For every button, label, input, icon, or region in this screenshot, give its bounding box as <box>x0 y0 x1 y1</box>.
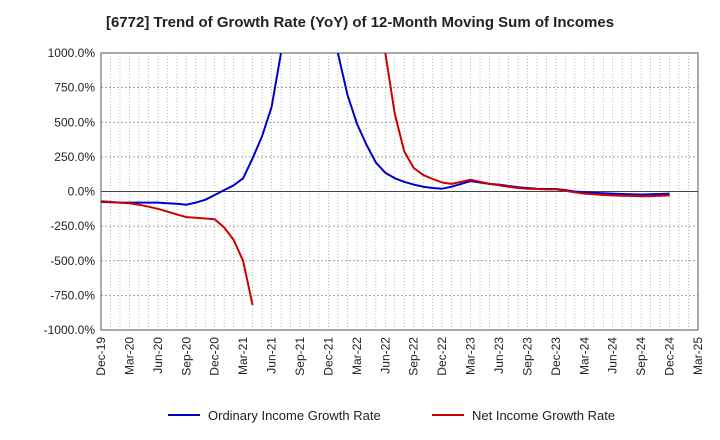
grid <box>100 52 699 331</box>
legend-label-0: Ordinary Income Growth Rate <box>208 408 381 423</box>
y-tick-label: 0.0% <box>68 185 96 199</box>
x-tick-label: Jun-24 <box>606 337 620 374</box>
x-tick-label: Jun-23 <box>492 337 506 374</box>
axes <box>100 52 699 331</box>
y-tick-label: 1000.0% <box>48 46 96 60</box>
series-line-1 <box>101 200 254 306</box>
x-tick-label: Sep-23 <box>520 337 534 376</box>
x-tick-label: Jun-22 <box>378 337 392 374</box>
legend-label-1: Net Income Growth Rate <box>472 408 615 423</box>
x-tick-label: Mar-23 <box>464 337 478 375</box>
y-tick-label: -500.0% <box>50 254 95 268</box>
x-tick-label: Mar-25 <box>691 337 705 375</box>
x-tick-label: Sep-20 <box>179 337 193 376</box>
x-tick-label: Sep-24 <box>634 337 648 376</box>
x-tick-label: Mar-21 <box>236 337 250 375</box>
x-tick-label: Dec-19 <box>94 337 108 376</box>
x-axis-ticks: Dec-19 Mar-20 Jun-20 Sep-20 Dec-20 Mar-21 Jun-… <box>94 337 705 376</box>
x-tick-label: Dec-24 <box>663 337 677 376</box>
x-tick-label: Mar-22 <box>350 337 364 375</box>
x-tick-label: Dec-20 <box>208 337 222 376</box>
plot-frame <box>100 52 699 331</box>
y-tick-label: -750.0% <box>50 288 95 302</box>
series-line-1 <box>384 53 670 198</box>
y-tick-label: 500.0% <box>54 115 95 129</box>
chart-title: [6772] Trend of Growth Rate (YoY) of 12-… <box>105 14 615 31</box>
x-tick-label: Sep-22 <box>407 337 421 376</box>
x-tick-label: Jun-21 <box>265 337 279 374</box>
x-tick-label: Mar-24 <box>577 337 591 375</box>
x-tick-label: Sep-21 <box>293 337 307 376</box>
series-line-0 <box>101 53 282 206</box>
y-axis-ticks: 1000.0% 750.0% 500.0% 250.0% 0.0% -250.0% -500… <box>44 46 96 337</box>
y-tick-label: 750.0% <box>54 81 95 95</box>
y-tick-label: -250.0% <box>50 219 95 233</box>
x-tick-label: Dec-21 <box>321 337 335 376</box>
x-tick-label: Dec-22 <box>435 337 449 376</box>
x-tick-label: Dec-23 <box>549 337 563 376</box>
legend: Ordinary Income Growth Rate Net Income Gr… <box>168 408 615 423</box>
y-tick-label: -1000.0% <box>44 323 96 337</box>
x-tick-label: Jun-20 <box>151 337 165 374</box>
series-lines <box>101 53 670 306</box>
x-tick-label: Mar-20 <box>122 337 136 375</box>
y-tick-label: 250.0% <box>54 150 95 164</box>
